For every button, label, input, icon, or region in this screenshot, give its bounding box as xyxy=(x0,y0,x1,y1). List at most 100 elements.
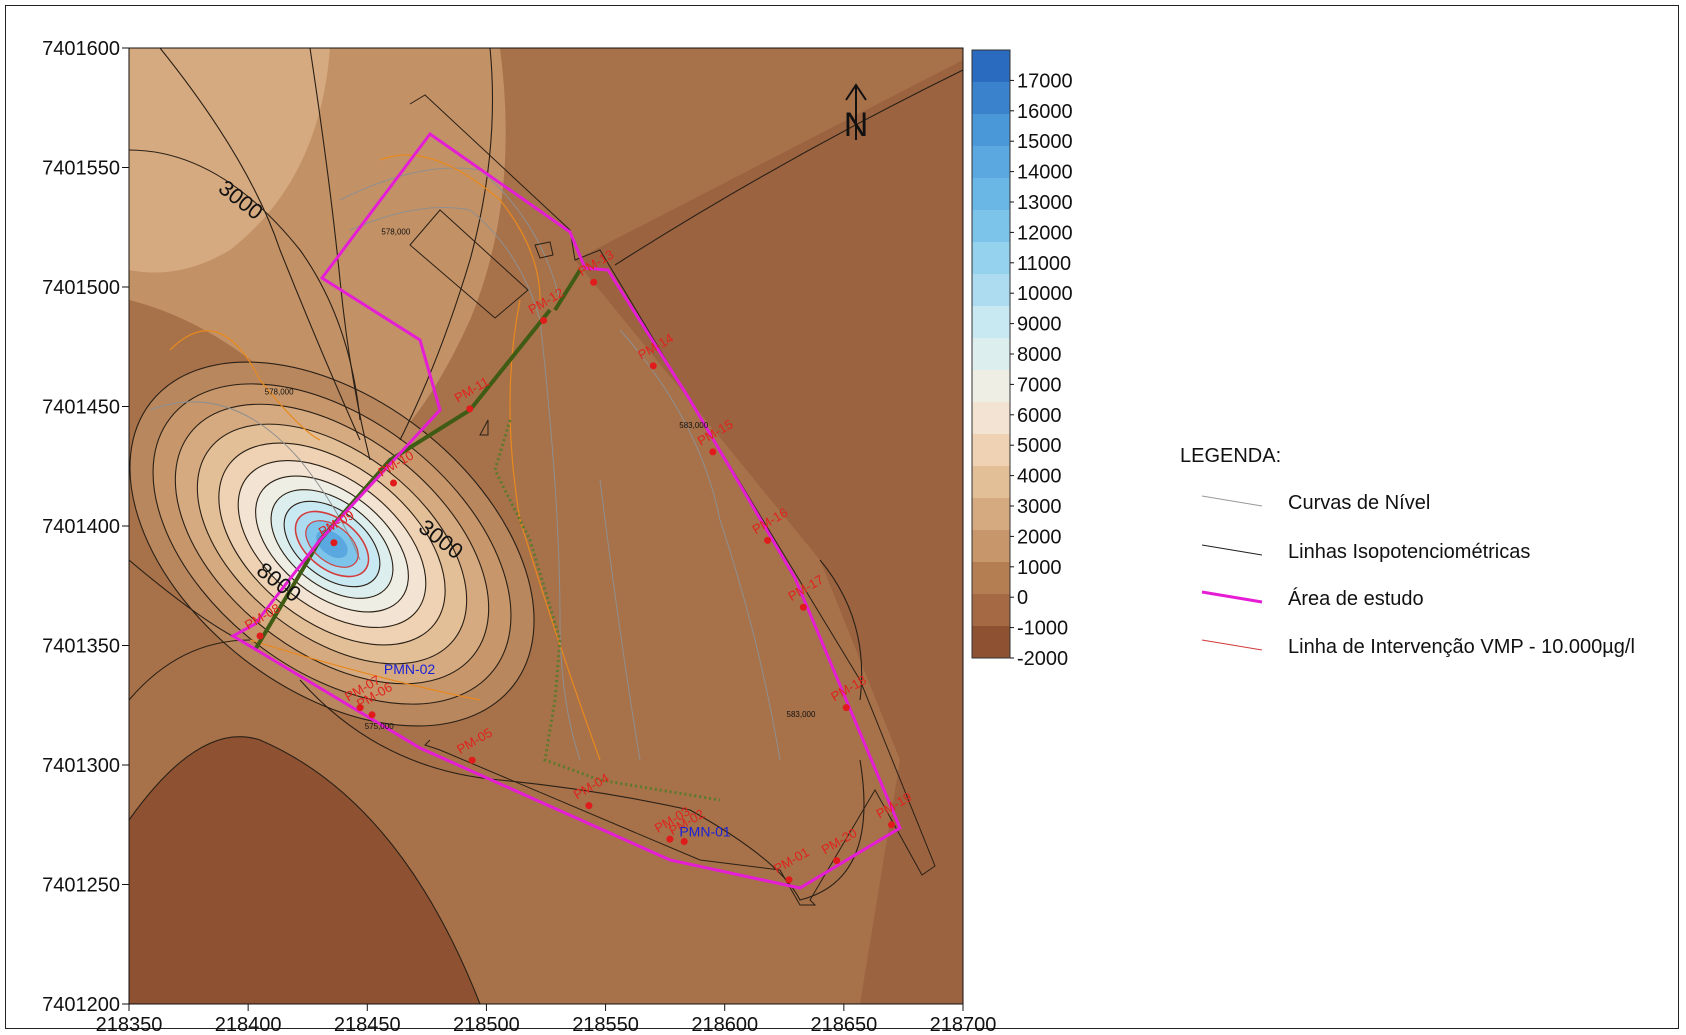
sw-low-region xyxy=(129,736,480,1004)
y-tick-label: 7401200 xyxy=(42,994,120,1016)
colorbar-label: 15000 xyxy=(1017,131,1073,153)
colorbar-swatch xyxy=(972,306,1010,339)
drainage-channel xyxy=(493,419,721,802)
legend-line-symbol xyxy=(1201,495,1263,507)
building-outlines xyxy=(409,94,936,906)
nw-higher-region xyxy=(129,48,330,273)
legend-item-label: Área de estudo xyxy=(1288,587,1424,610)
colorbar-swatch xyxy=(972,82,1010,115)
colorbar-label: 2000 xyxy=(1017,526,1062,548)
colorbar-label: 8000 xyxy=(1017,344,1062,366)
legend-line-symbol xyxy=(1201,639,1263,651)
colorbar-label: 12000 xyxy=(1017,222,1073,244)
well-marker xyxy=(709,448,717,456)
elevation-label: 583,000 xyxy=(679,421,708,430)
colorbar-swatch xyxy=(972,242,1010,275)
colorbar-swatch xyxy=(972,434,1010,467)
well-marker xyxy=(680,837,688,845)
colorbar-swatch xyxy=(972,498,1010,531)
colorbar-label: 7000 xyxy=(1017,374,1062,396)
colorbar-label: 5000 xyxy=(1017,435,1062,457)
north-arrow: N xyxy=(844,83,868,144)
legend: LEGENDA: Curvas de Nível Linhas Isopotenc… xyxy=(1180,445,1635,658)
colorbar-swatch xyxy=(972,178,1010,211)
colorbar-label: 0 xyxy=(1017,587,1028,609)
colorbar-label: 17000 xyxy=(1017,70,1073,92)
colorbar-swatch xyxy=(972,370,1010,403)
colorbar-label: 1000 xyxy=(1017,557,1062,579)
well-marker xyxy=(540,316,548,324)
elevation-label: 578,000 xyxy=(265,388,294,397)
colorbar-label: -1000 xyxy=(1017,618,1068,640)
colorbar-swatch xyxy=(972,626,1010,659)
y-tick-label: 7401550 xyxy=(42,158,120,180)
y-tick-label: 7401500 xyxy=(42,277,120,299)
colorbar-label: 11000 xyxy=(1017,253,1071,275)
x-axis: 218350 218400 218450 218500 218550 218600 2186… xyxy=(96,1004,997,1035)
colorbar-label: 16000 xyxy=(1017,101,1073,123)
intervention-line-vmp xyxy=(294,510,370,578)
isopotentiometric-lines xyxy=(129,48,963,1004)
well-marker xyxy=(466,405,474,413)
well-marker xyxy=(842,704,850,712)
well-marker xyxy=(330,539,338,547)
elevation-label: 575,000 xyxy=(365,722,394,731)
colorbar-label: 14000 xyxy=(1017,162,1073,184)
y-tick-label: 7401300 xyxy=(42,755,120,777)
x-tick-label: 218600 xyxy=(691,1014,758,1035)
colorbar-label: 10000 xyxy=(1017,283,1073,305)
y-tick-label: 7401350 xyxy=(42,636,120,658)
legend-item-label: Curvas de Nível xyxy=(1288,492,1430,514)
colorbar-swatch xyxy=(972,210,1010,243)
x-tick-label: 218450 xyxy=(334,1014,401,1035)
well-marker xyxy=(666,835,674,843)
y-axis: 7401600 7401550 7401500 7401450 7401400 74013… xyxy=(42,38,129,1016)
colorbar-swatch xyxy=(972,562,1010,595)
colorbar-swatch xyxy=(972,338,1010,371)
well-marker xyxy=(468,756,476,764)
colorbar-label: 3000 xyxy=(1017,496,1062,518)
intervention-trench-north xyxy=(553,268,582,312)
x-tick-label: 218550 xyxy=(572,1014,639,1035)
well-marker xyxy=(356,704,364,712)
pmn-well-label: PMN-01 xyxy=(679,824,731,840)
well-marker xyxy=(585,802,593,810)
ne-low-region xyxy=(575,60,963,1004)
legend-line-symbol xyxy=(1201,544,1263,556)
well-marker xyxy=(785,876,793,884)
well-marker xyxy=(764,536,772,544)
well-marker xyxy=(389,479,397,487)
y-tick-label: 7401600 xyxy=(42,38,120,60)
colorbar-swatch xyxy=(972,146,1010,179)
legend-line-symbol xyxy=(1201,590,1263,604)
orange-contours xyxy=(169,154,601,761)
elevation-label: 583,000 xyxy=(787,710,816,719)
elevation-label: 578,000 xyxy=(381,227,410,236)
pmn-well-label: PMN-02 xyxy=(384,661,436,677)
colorbar-swatch xyxy=(972,402,1010,435)
y-tick-label: 7401250 xyxy=(42,875,120,897)
legend-title: LEGENDA: xyxy=(1180,445,1281,467)
colorbar-label: 9000 xyxy=(1017,314,1062,336)
colorbar-swatch xyxy=(972,530,1010,563)
colorbar-label: -2000 xyxy=(1017,648,1068,670)
elevation-contours xyxy=(149,167,781,761)
intervention-trench xyxy=(253,308,552,652)
colorbar-label: 13000 xyxy=(1017,192,1073,214)
legend-item-label: Linha de Intervenção VMP - 10.000µg/l xyxy=(1288,636,1635,658)
x-tick-label: 218700 xyxy=(930,1014,997,1035)
well-marker xyxy=(888,821,896,829)
well-marker xyxy=(368,711,376,719)
x-tick-label: 218350 xyxy=(96,1014,163,1035)
colorbar-label: 6000 xyxy=(1017,405,1062,427)
well-marker xyxy=(799,603,807,611)
colorbar: 1700016000150001400013000120001100010000… xyxy=(971,49,1073,670)
y-tick-label: 7401450 xyxy=(42,397,120,419)
colorbar-label: 4000 xyxy=(1017,466,1062,488)
x-tick-label: 218650 xyxy=(810,1014,877,1035)
map-frame xyxy=(5,5,1679,1029)
y-tick-label: 7401400 xyxy=(42,516,120,538)
x-tick-label: 218500 xyxy=(453,1014,520,1035)
